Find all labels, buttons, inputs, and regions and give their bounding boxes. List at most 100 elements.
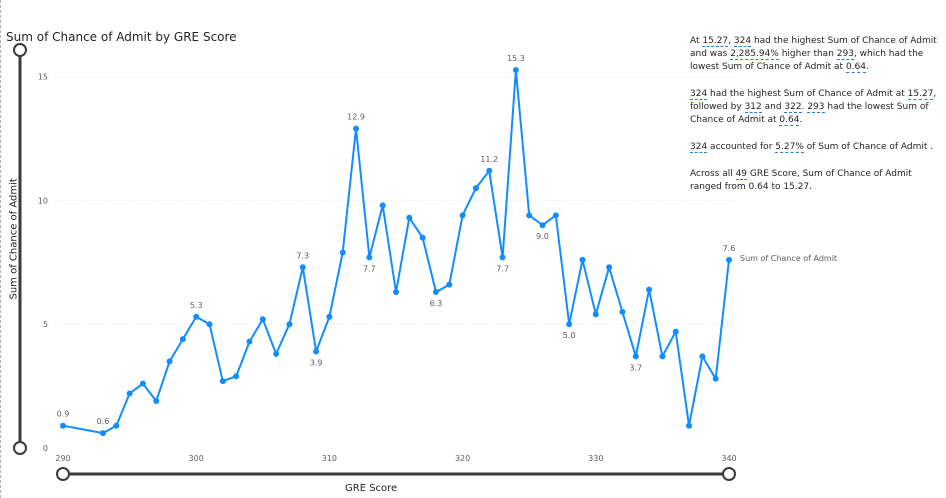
data-point[interactable] xyxy=(166,358,173,365)
data-point[interactable] xyxy=(419,234,426,241)
data-point[interactable] xyxy=(672,328,679,335)
x-zoom-handle-left[interactable] xyxy=(56,467,70,481)
narrative-text: and xyxy=(761,102,785,112)
data-label: 5.3 xyxy=(190,301,203,310)
data-point[interactable] xyxy=(566,321,573,328)
data-point[interactable] xyxy=(99,430,106,437)
data-point[interactable] xyxy=(592,311,599,318)
data-point[interactable] xyxy=(406,214,413,221)
narrative-value: 0.64 xyxy=(779,115,800,126)
narrative-text: . xyxy=(865,62,869,72)
data-point[interactable] xyxy=(659,353,666,360)
data-point[interactable] xyxy=(286,321,293,328)
narrative-paragraph-4: Across all 49 GRE Score, Sum of Chance o… xyxy=(690,168,944,194)
data-point[interactable] xyxy=(726,256,732,263)
data-point[interactable] xyxy=(259,316,266,323)
narrative-text: , xyxy=(728,36,734,46)
data-point[interactable] xyxy=(126,390,133,397)
narrative-value: 49 xyxy=(735,169,748,180)
data-point[interactable] xyxy=(299,264,306,271)
data-point[interactable] xyxy=(579,256,586,263)
data-point[interactable] xyxy=(113,422,120,429)
narrative-value: 2,285.94% xyxy=(730,49,779,60)
data-label: 7.7 xyxy=(363,264,376,273)
data-point[interactable] xyxy=(233,373,240,380)
data-point[interactable] xyxy=(393,289,399,296)
data-point[interactable] xyxy=(646,286,653,293)
data-label: 0.6 xyxy=(97,417,110,426)
data-label: 9.0 xyxy=(536,232,549,241)
data-point[interactable] xyxy=(153,397,160,404)
data-point[interactable] xyxy=(353,125,360,132)
data-point[interactable] xyxy=(432,289,439,296)
data-point[interactable] xyxy=(526,212,533,219)
data-label: 3.7 xyxy=(629,363,642,372)
data-point[interactable] xyxy=(512,67,519,74)
narrative-value: 0.64 xyxy=(845,62,866,73)
data-point[interactable] xyxy=(632,353,639,360)
data-point[interactable] xyxy=(179,336,186,343)
narrative-text: higher than xyxy=(778,49,837,59)
data-point[interactable] xyxy=(326,313,333,320)
data-point[interactable] xyxy=(273,350,280,357)
y-zoom-handle-top[interactable] xyxy=(13,43,27,57)
data-label: 5.0 xyxy=(563,331,576,340)
narrative-text: had the lowest Sum of Chance of Admit at xyxy=(690,102,929,125)
data-point[interactable] xyxy=(139,380,146,387)
series-end-label: Sum of Chance of Admit xyxy=(740,254,837,263)
x-axis-title: GRE Score xyxy=(345,483,398,494)
narrative-text: accounted for xyxy=(707,142,776,152)
data-point[interactable] xyxy=(499,254,506,261)
data-point[interactable] xyxy=(539,222,546,229)
data-point[interactable] xyxy=(446,281,453,288)
smart-narrative: At 15.27, 324 had the highest Sum of Cha… xyxy=(690,35,944,208)
narrative-value: 324 xyxy=(733,36,752,47)
x-tick-label: 320 xyxy=(455,454,470,463)
data-point[interactable] xyxy=(552,212,559,219)
x-zoom-handle-right[interactable] xyxy=(722,467,736,481)
data-point[interactable] xyxy=(339,249,346,256)
data-point[interactable] xyxy=(60,422,66,429)
data-label: 3.9 xyxy=(310,358,323,367)
narrative-text: , followed by xyxy=(690,89,937,112)
narrative-paragraph-3: 324 accounted for 5.27% of Sum of Chance… xyxy=(690,141,944,154)
data-point[interactable] xyxy=(686,422,693,429)
narrative-paragraph-1: At 15.27, 324 had the highest Sum of Cha… xyxy=(690,35,944,74)
data-point[interactable] xyxy=(193,313,200,320)
data-point[interactable] xyxy=(486,167,493,174)
x-tick-label: 330 xyxy=(588,454,603,463)
data-point[interactable] xyxy=(472,185,479,192)
x-tick-label: 290 xyxy=(55,454,70,463)
data-point[interactable] xyxy=(619,308,626,315)
chart-title: Sum of Chance of Admit by GRE Score xyxy=(6,30,237,44)
data-point[interactable] xyxy=(379,202,386,209)
data-point[interactable] xyxy=(313,348,320,355)
y-tick-label: 15 xyxy=(38,73,48,82)
y-tick-label: 5 xyxy=(43,320,48,329)
data-point[interactable] xyxy=(459,212,466,219)
data-point[interactable] xyxy=(246,338,253,345)
narrative-text: GRE Score, Sum of Chance of Admit ranged… xyxy=(690,169,912,192)
narrative-text: of Sum of Chance of Admit . xyxy=(803,142,934,152)
y-tick-label: 10 xyxy=(38,196,48,205)
narrative-text: had the highest Sum of Chance of Admit a… xyxy=(707,89,908,99)
x-tick-label: 340 xyxy=(721,454,736,463)
data-label: 0.9 xyxy=(57,410,70,419)
data-point[interactable] xyxy=(366,254,373,261)
data-point[interactable] xyxy=(712,375,719,382)
narrative-value: 293 xyxy=(807,102,825,113)
y-tick-label: 0 xyxy=(43,444,48,453)
data-label: 7.6 xyxy=(723,244,736,253)
narrative-text: . xyxy=(799,115,803,125)
x-tick-label: 310 xyxy=(322,454,337,463)
data-point[interactable] xyxy=(219,378,226,385)
data-point[interactable] xyxy=(699,353,706,360)
left-frame-border xyxy=(0,0,3,498)
data-label: 7.3 xyxy=(296,251,309,260)
data-point[interactable] xyxy=(606,264,613,271)
narrative-text: had the highest Sum of Chance of Admit a… xyxy=(690,36,937,59)
y-zoom-handle-bottom[interactable] xyxy=(13,441,27,455)
data-label: 15.3 xyxy=(507,54,525,63)
data-point[interactable] xyxy=(206,321,213,328)
